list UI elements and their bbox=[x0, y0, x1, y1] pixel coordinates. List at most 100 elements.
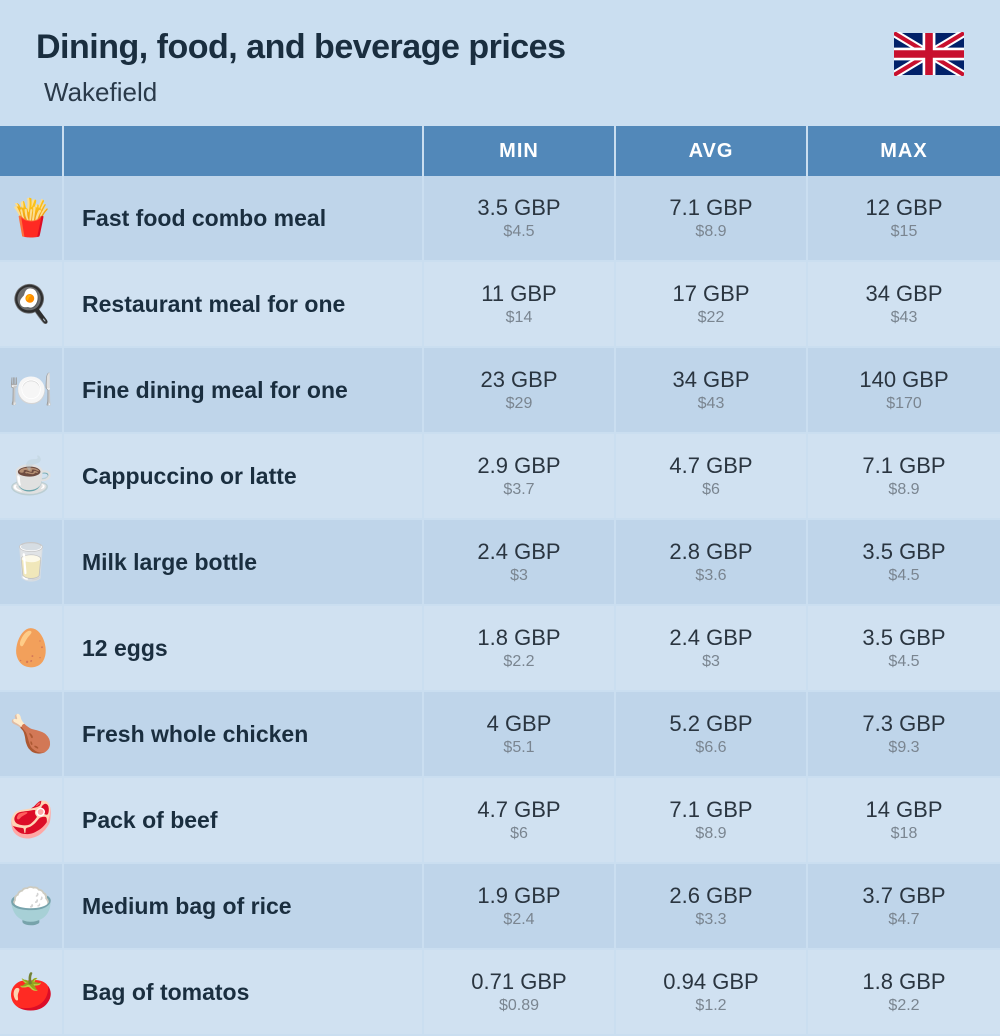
price-gbp: 34 GBP bbox=[865, 281, 942, 307]
price-usd: $2.4 bbox=[503, 911, 534, 929]
item-name: Milk large bottle bbox=[64, 520, 424, 604]
price-gbp: 3.5 GBP bbox=[862, 539, 945, 565]
price-max: 1.8 GBP $2.2 bbox=[808, 950, 1000, 1034]
table-row: 🍅Bag of tomatos 0.71 GBP $0.89 0.94 GBP $1.2… bbox=[0, 950, 1000, 1036]
header-name-col bbox=[64, 126, 424, 176]
price-gbp: 11 GBP bbox=[481, 281, 556, 307]
price-usd: $3.3 bbox=[695, 911, 726, 929]
price-min: 23 GBP $29 bbox=[424, 348, 616, 432]
table-row: 🥛Milk large bottle2.4 GBP$32.8 GBP$3.63.… bbox=[0, 520, 1000, 606]
item-icon: ☕ bbox=[0, 434, 64, 518]
price-max: 34 GBP $43 bbox=[808, 262, 1000, 346]
price-avg: 2.8 GBP$3.6 bbox=[616, 520, 808, 604]
price-max: 3.5 GBP$4.5 bbox=[808, 606, 1000, 690]
price-max: 3.5 GBP $4.5 bbox=[808, 520, 1000, 604]
price-gbp: 17 GBP bbox=[672, 281, 749, 307]
item-name: Fast food combo meal bbox=[64, 176, 424, 260]
price-usd: $170 bbox=[886, 395, 922, 413]
price-usd: $14 bbox=[506, 309, 533, 327]
table-row: 🍳Restaurant meal for one 11 GBP $14 17 GBP $… bbox=[0, 262, 1000, 348]
item-icon: 🍳 bbox=[0, 262, 64, 346]
price-gbp: 0.71 GBP bbox=[471, 969, 566, 995]
price-usd: $15 bbox=[891, 223, 918, 241]
price-gbp: 2.4 GBP bbox=[477, 539, 560, 565]
price-usd: $8.9 bbox=[888, 481, 919, 499]
price-avg: 0.94 GBP $1.2 bbox=[616, 950, 808, 1034]
price-gbp: 4 GBP bbox=[487, 711, 552, 737]
price-max: 7.1 GBP $8.9 bbox=[808, 434, 1000, 518]
header-avg: AVG bbox=[616, 126, 808, 176]
price-gbp: 14 GBP bbox=[865, 797, 942, 823]
price-avg: 5.2 GBP $6.6 bbox=[616, 692, 808, 776]
header: Dining, food, and beverage prices Wakefi… bbox=[0, 0, 1000, 126]
price-avg: 17 GBP $22 bbox=[616, 262, 808, 346]
item-name: Cappuccino or latte bbox=[64, 434, 424, 518]
price-usd: $0.89 bbox=[499, 997, 539, 1015]
price-max: 140 GBP $170 bbox=[808, 348, 1000, 432]
price-usd: $3 bbox=[702, 653, 720, 671]
price-usd: $8.9 bbox=[695, 825, 726, 843]
page-subtitle: Wakefield bbox=[44, 77, 894, 108]
price-avg: 4.7 GBP$6 bbox=[616, 434, 808, 518]
price-gbp: 1.8 GBP bbox=[862, 969, 945, 995]
price-usd: $22 bbox=[698, 309, 725, 327]
price-avg: 7.1 GBP $8.9 bbox=[616, 176, 808, 260]
price-gbp: 2.6 GBP bbox=[669, 883, 752, 909]
price-gbp: 23 GBP bbox=[480, 367, 557, 393]
price-avg: 34 GBP$43 bbox=[616, 348, 808, 432]
price-min: 11 GBP $14 bbox=[424, 262, 616, 346]
uk-flag-icon bbox=[894, 32, 964, 76]
item-icon: 🥛 bbox=[0, 520, 64, 604]
price-usd: $2.2 bbox=[888, 997, 919, 1015]
table-header: MIN AVG MAX bbox=[0, 126, 1000, 176]
price-usd: $9.3 bbox=[888, 739, 919, 757]
price-usd: $8.9 bbox=[695, 223, 726, 241]
price-gbp: 5.2 GBP bbox=[669, 711, 752, 737]
price-usd: $1.2 bbox=[695, 997, 726, 1015]
item-icon: 🍟 bbox=[0, 176, 64, 260]
item-icon: 🍚 bbox=[0, 864, 64, 948]
price-usd: $4.5 bbox=[503, 223, 534, 241]
price-usd: $6.6 bbox=[695, 739, 726, 757]
price-usd: $43 bbox=[891, 309, 918, 327]
price-gbp: 2.9 GBP bbox=[477, 453, 560, 479]
price-gbp: 7.1 GBP bbox=[669, 195, 752, 221]
header-min: MIN bbox=[424, 126, 616, 176]
title-block: Dining, food, and beverage prices Wakefi… bbox=[36, 28, 894, 108]
price-usd: $6 bbox=[510, 825, 528, 843]
price-gbp: 4.7 GBP bbox=[477, 797, 560, 823]
table-body: 🍟Fast food combo meal 3.5 GBP $4.5 7.1 GBP $… bbox=[0, 176, 1000, 1036]
price-usd: $4.5 bbox=[888, 567, 919, 585]
item-name: Bag of tomatos bbox=[64, 950, 424, 1034]
item-name: 12 eggs bbox=[64, 606, 424, 690]
item-icon: 🍗 bbox=[0, 692, 64, 776]
item-name: Medium bag of rice bbox=[64, 864, 424, 948]
price-gbp: 7.3 GBP bbox=[862, 711, 945, 737]
price-gbp: 12 GBP bbox=[865, 195, 942, 221]
price-min: 2.9 GBP $3.7 bbox=[424, 434, 616, 518]
table-row: 🍟Fast food combo meal3.5 GBP$4.5 7.1 GBP $… bbox=[0, 176, 1000, 262]
price-gbp: 2.8 GBP bbox=[669, 539, 752, 565]
price-avg: 7.1 GBP $8.9 bbox=[616, 778, 808, 862]
price-avg: 2.6 GBP $3.3 bbox=[616, 864, 808, 948]
price-gbp: 7.1 GBP bbox=[862, 453, 945, 479]
item-icon: 🍅 bbox=[0, 950, 64, 1034]
price-gbp: 0.94 GBP bbox=[663, 969, 758, 995]
price-min: 3.5 GBP$4.5 bbox=[424, 176, 616, 260]
price-gbp: 140 GBP bbox=[859, 367, 948, 393]
price-gbp: 34 GBP bbox=[672, 367, 749, 393]
price-usd: $5.1 bbox=[503, 739, 534, 757]
price-usd: $3 bbox=[510, 567, 528, 585]
price-min: 4.7 GBP $6 bbox=[424, 778, 616, 862]
table-row: 🥩Pack of beef4.7 GBP$67.1 GBP$8.914 GBP$… bbox=[0, 778, 1000, 864]
table-row: 🍚Medium bag of rice1.9 GBP$2.42.6 GBP$3.… bbox=[0, 864, 1000, 950]
price-usd: $18 bbox=[891, 825, 918, 843]
price-gbp: 7.1 GBP bbox=[669, 797, 752, 823]
price-gbp: 4.7 GBP bbox=[669, 453, 752, 479]
price-usd: $3.7 bbox=[503, 481, 534, 499]
page-title: Dining, food, and beverage prices bbox=[36, 28, 894, 67]
price-usd: $29 bbox=[506, 395, 533, 413]
item-name: Restaurant meal for one bbox=[64, 262, 424, 346]
header-max: MAX bbox=[808, 126, 1000, 176]
price-gbp: 3.5 GBP bbox=[862, 625, 945, 651]
